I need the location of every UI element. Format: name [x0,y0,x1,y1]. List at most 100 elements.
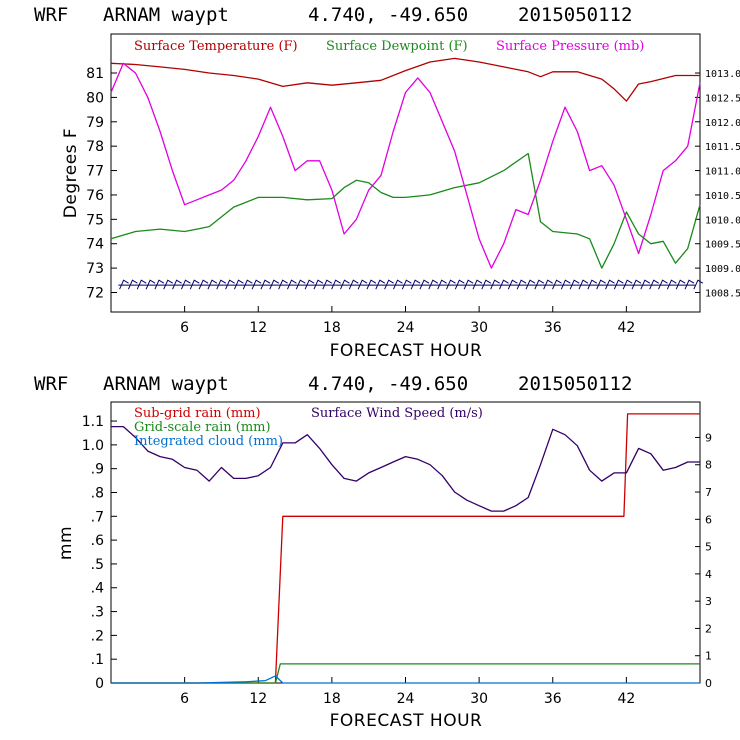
chart2-y-tick-label: .3 [91,605,104,621]
wind-barb [640,279,651,290]
chart2-y-tick-label: .7 [91,509,104,525]
wind-barb [613,279,624,290]
wind-barb [596,279,606,290]
wind-barb [499,279,509,290]
wind-barb [507,279,518,290]
chart1-legend-temperature: Surface Temperature (F) [134,39,298,54]
wind-barb [463,279,474,290]
chart1-x-tick-label: 12 [249,320,267,336]
wind-barb [560,279,571,290]
chart1-series-surface-temperature [110,57,700,102]
chart2-x-tick-label: 24 [397,691,415,707]
chart2-y2-tick-label: 5 [705,541,712,554]
chart1-model: WRF [34,4,68,26]
wind-barb [189,279,200,290]
chart1-y-tick-label: 78 [86,139,104,155]
wind-barb [278,279,288,290]
wind-barb [437,279,447,290]
chart2-y2-tick-label: 3 [705,595,712,608]
wind-barb [216,279,227,290]
wind-barb [145,279,156,290]
wind-barb [675,279,686,290]
wind-barb [684,279,695,290]
chart2-date: 2015050112 [518,373,632,395]
wind-barb [384,279,394,290]
wind-barb [154,279,165,290]
wind-barb [516,279,527,290]
wind-barb [366,279,377,290]
chart1-y-tick-label: 72 [86,285,104,301]
wind-barb [136,279,147,290]
chart1-y2-tick-label: 1009.5 [705,240,740,251]
wind-barb [340,279,350,290]
chart1-y-tick-label: 79 [86,115,104,131]
chart2-legend: Sub-grid rain (mm) Grid-scale rain (mm) … [134,406,483,449]
chart1-coords: 4.740, -49.650 [308,4,468,26]
chart1-y2-tick-label: 1011.5 [705,142,740,153]
chart2-y2-tick-label: 9 [705,431,712,444]
chart2-y2-tick-label: 4 [705,568,712,581]
wind-barb [251,279,262,290]
wind-barb [693,279,704,290]
chart2-coords: 4.740, -49.650 [308,373,468,395]
chart2-station: ARNAM waypt [103,373,229,395]
chart1-y2-tick-label: 1013.0 [705,69,740,80]
wind-barb [127,279,138,290]
chart1-y2-tick-label: 1009.0 [705,264,740,275]
chart1-y2-tick-label: 1008.5 [705,288,740,299]
chart1-legend-pressure: Surface Pressure (mb) [496,39,644,54]
wind-barb [578,279,589,290]
wind-barb [313,279,324,290]
chart2-y-tick-label: 1.0 [82,438,104,454]
wind-barb [233,279,244,290]
wind-barb [286,279,297,290]
chart2-x-tick-label: 30 [470,691,488,707]
chart2-y-tick-label: .1 [91,652,104,668]
wind-barb [260,279,271,290]
chart1-y-tick-label: 74 [86,237,104,253]
wind-barb [587,279,598,290]
chart2-series-surface-wind-speed [111,425,700,512]
wind-barb [472,279,483,290]
wind-barb [225,279,235,290]
wind-barb [658,279,668,290]
wind-barb [649,279,659,290]
chart2-legend-gridscale-rain: Grid-scale rain (mm) [134,420,271,435]
chart1-y-tick-label: 81 [86,66,104,82]
chart1-wind-barbs [118,279,704,290]
wind-barb [569,279,580,290]
chart1-x-tick-label: 6 [180,320,189,336]
chart2-y-tick-label: .2 [91,628,104,644]
chart2-series-integrated-cloud [111,675,700,684]
chart1-y-tick-label: 80 [86,90,104,106]
chart2-x-tick-label: 18 [323,691,341,707]
chart1-x-tick-label: 18 [323,320,341,336]
wind-barb [198,279,209,290]
wind-barb [666,279,677,290]
wind-barb [242,279,253,290]
wind-barb [552,279,562,290]
chart2-header: WRF ARNAM waypt 4.740, -49.650 201505011… [34,373,632,395]
chart1-y2-tick-label: 1012.0 [705,118,740,129]
wind-barb [446,279,456,290]
wind-barb [357,279,368,290]
chart1-legend: Surface Temperature (F) Surface Dewpoint… [134,39,644,54]
chart2-x-axis-label: FORECAST HOUR [330,711,483,731]
wind-barb [295,279,306,290]
chart1-station: ARNAM waypt [103,4,229,26]
wind-barb [269,279,280,290]
chart1-y2-tick-label: 1010.0 [705,215,740,226]
wind-barb [119,279,129,290]
chart1-x-tick-label: 24 [397,320,415,336]
chart2-y-tick-label: .4 [91,581,104,597]
wind-barb [419,279,430,290]
wind-barb [631,279,642,290]
wind-barb [331,279,341,290]
chart2-y2-tick-label: 8 [705,459,712,472]
chart1-y-tick-label: 73 [86,261,104,277]
chart1-y-tick-label: 77 [86,164,104,180]
chart2-axis-ticks: 6 12 18 24 30 36 420.1.2.3.4.5.6.7.8.91.01.101… [82,414,712,707]
wind-barb [490,279,500,290]
wind-barb [481,279,492,290]
